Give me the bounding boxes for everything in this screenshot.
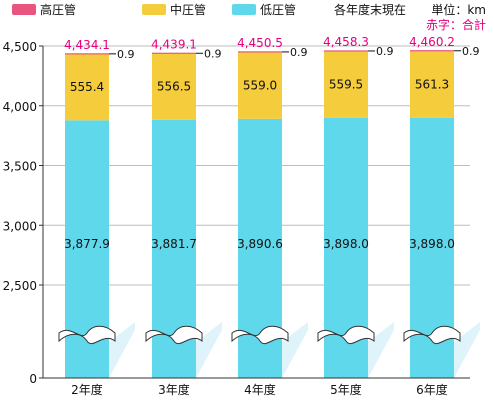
data-label-high-pressure: 0.9 <box>204 47 222 60</box>
data-label-medium-pressure: 555.4 <box>70 80 104 94</box>
axis-break-wave <box>403 325 461 345</box>
axis-break-shade <box>368 322 394 378</box>
legend-label-high-pressure: 高圧管 <box>40 2 76 17</box>
data-label-low-pressure: 3,898.0 <box>409 237 455 251</box>
axis-break-wave <box>58 325 116 345</box>
y-tick-label: 0 <box>29 372 37 386</box>
data-label-total: 4,450.5 <box>237 36 283 50</box>
bar-high-pressure <box>65 53 109 55</box>
data-label-low-pressure: 3,877.9 <box>64 237 110 251</box>
x-tick-label: 5年度 <box>330 382 362 397</box>
x-tick-label: 2年度 <box>71 382 103 397</box>
legend: 高圧管 中圧管 低圧管 <box>12 2 296 17</box>
x-tick-label: 4年度 <box>244 382 276 397</box>
data-label-high-pressure: 0.9 <box>376 45 394 58</box>
data-label-total: 4,434.1 <box>64 38 110 52</box>
data-label-total: 4,460.2 <box>409 35 455 49</box>
bar-medium-pressure <box>238 52 282 119</box>
bar-medium-pressure <box>410 50 454 118</box>
axis-break-shade <box>282 322 308 378</box>
data-label-total: 4,458.3 <box>323 35 369 49</box>
legend-swatch-low-pressure <box>232 4 256 15</box>
x-tick-label: 6年度 <box>416 382 448 397</box>
legend-swatch-medium-pressure <box>142 4 166 15</box>
legend-label-low-pressure: 低圧管 <box>260 2 296 17</box>
bar-high-pressure <box>410 50 454 52</box>
legend-item-high-pressure: 高圧管 <box>12 2 76 17</box>
data-label-high-pressure: 0.9 <box>290 46 308 59</box>
note-as-of: 各年度末現在 <box>334 2 406 17</box>
unit-label: 単位：km <box>431 2 486 17</box>
data-label-high-pressure: 0.9 <box>462 45 480 58</box>
x-tick-label: 3年度 <box>158 382 190 397</box>
data-label-low-pressure: 3,898.0 <box>323 237 369 251</box>
y-tick-label: 4,500 <box>3 40 37 54</box>
data-label-low-pressure: 3,881.7 <box>151 237 197 251</box>
y-tick-label: 3,000 <box>3 219 37 233</box>
bar-high-pressure <box>238 51 282 53</box>
y-tick-label: 3,500 <box>3 160 37 174</box>
y-tick-label: 4,000 <box>3 100 37 114</box>
axis-break-shade <box>109 322 135 378</box>
data-label-medium-pressure: 561.3 <box>415 77 449 91</box>
bar-high-pressure <box>152 52 196 54</box>
legend-swatch-high-pressure <box>12 4 36 15</box>
legend-label-medium-pressure: 中圧管 <box>170 2 206 17</box>
bar-high-pressure <box>324 50 368 52</box>
plot-area: 0 2,500 3,000 3,500 4,000 4,500 3,877.9 555.4 0.… <box>3 35 480 397</box>
axis-break-wave <box>231 325 289 345</box>
data-label-high-pressure: 0.9 <box>117 48 135 61</box>
data-label-low-pressure: 3,890.6 <box>237 237 283 251</box>
y-tick-label: 2,500 <box>3 279 37 293</box>
legend-item-low-pressure: 低圧管 <box>232 2 296 17</box>
data-label-total: 4,439.1 <box>151 37 197 51</box>
bar-medium-pressure <box>152 53 196 120</box>
axis-break-wave <box>145 325 203 345</box>
bar-medium-pressure <box>324 51 368 118</box>
data-label-medium-pressure: 556.5 <box>157 80 191 94</box>
bar-medium-pressure <box>65 53 109 121</box>
legend-item-medium-pressure: 中圧管 <box>142 2 206 17</box>
axis-break-wave <box>317 325 375 345</box>
total-note: 赤字：合計 <box>426 17 486 32</box>
data-label-medium-pressure: 559.0 <box>243 78 277 92</box>
axis-break-shade <box>454 322 480 378</box>
axis-break-shade <box>196 322 222 378</box>
data-label-medium-pressure: 559.5 <box>329 78 363 92</box>
